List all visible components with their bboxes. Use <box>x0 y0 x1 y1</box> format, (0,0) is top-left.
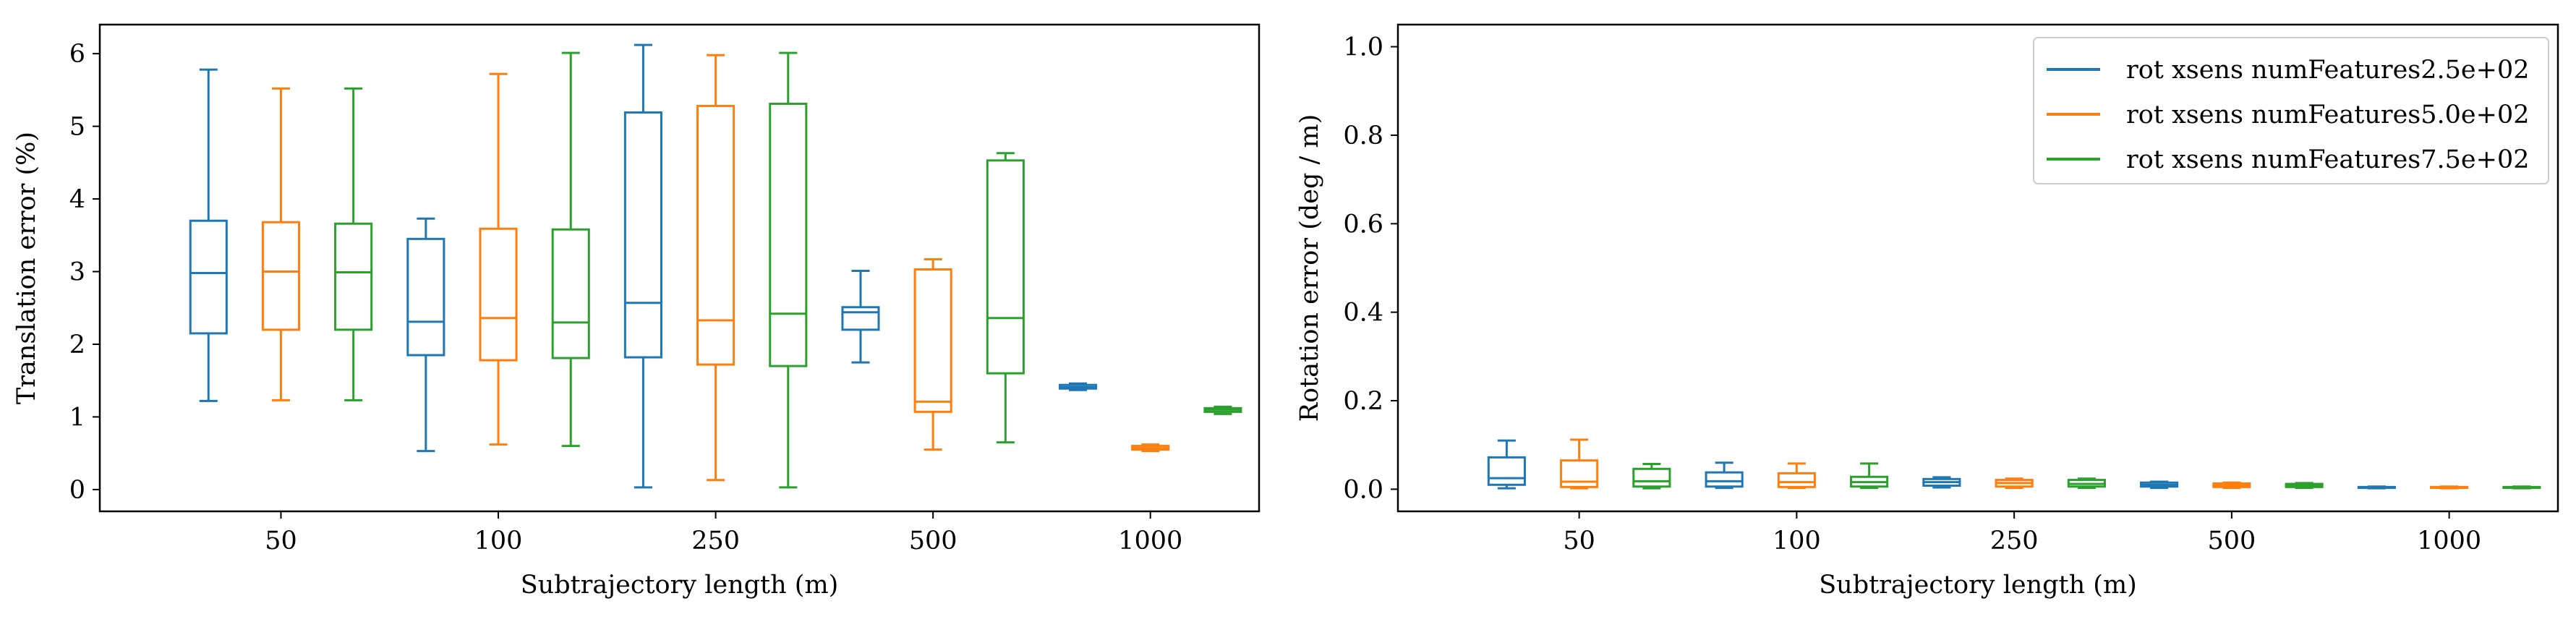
iqr-box <box>1777 472 1816 488</box>
iqr-box <box>479 227 518 362</box>
x-axis-label: Subtrajectory length (m) <box>521 571 839 600</box>
plot-frame <box>1396 23 2559 513</box>
box-50-series-3 <box>1632 463 1671 490</box>
iqr-box <box>406 237 445 357</box>
box-50-series-2 <box>261 87 301 401</box>
x-tick-label: 50 <box>265 527 297 555</box>
y-tick-label: 0.4 <box>1343 299 1383 328</box>
iqr-box <box>1705 471 1744 488</box>
iqr-box <box>1560 459 1599 488</box>
box-100-series-1 <box>406 217 445 453</box>
y-tick-label: 6 <box>69 40 85 69</box>
box-500-series-3 <box>986 152 1025 444</box>
box-500-series-1 <box>2140 480 2179 490</box>
y-tick-label: 0.0 <box>1343 475 1383 504</box>
box-500-series-2 <box>2212 481 2251 490</box>
iqr-box <box>1487 456 1526 486</box>
iqr-box <box>841 306 880 331</box>
iqr-box <box>986 159 1025 375</box>
iqr-box <box>769 102 808 367</box>
box-1000-series-3 <box>2502 485 2541 490</box>
box-500-series-3 <box>2285 482 2324 490</box>
x-tick-label: 50 <box>1563 527 1595 555</box>
box-1000-series-1 <box>2357 485 2396 490</box>
iqr-box <box>551 228 590 359</box>
box-100-series-2 <box>1777 462 1816 490</box>
legend-label: rot xsens numFeatures2.5e+02 <box>2126 56 2530 85</box>
x-axis-label: Subtrajectory length (m) <box>1819 571 2137 600</box>
plot-frame <box>98 23 1261 513</box>
box-500-series-1 <box>841 270 880 364</box>
y-tick-label: 1 <box>69 403 85 432</box>
y-axis-label: Rotation error (deg / m) <box>1295 114 1324 422</box>
box-100-series-2 <box>479 72 518 446</box>
box-50-series-1 <box>1487 439 1526 490</box>
legend: rot xsens numFeatures2.5e+02 rot xsens nu… <box>2033 37 2549 184</box>
box-100-series-3 <box>551 51 590 448</box>
box-250-series-2 <box>1995 477 2034 490</box>
legend-box <box>2033 37 2549 184</box>
box-1000-series-2 <box>1131 443 1170 453</box>
box-1000-series-2 <box>2430 485 2469 490</box>
box-1000-series-1 <box>1058 382 1098 391</box>
x-tick-label: 500 <box>909 527 958 555</box>
box-50-series-2 <box>1560 438 1599 490</box>
y-tick-label: 4 <box>69 185 85 214</box>
iqr-box <box>261 221 301 331</box>
y-tick-label: 0.8 <box>1343 122 1383 150</box>
box-250-series-1 <box>1922 476 1961 489</box>
legend-label: rot xsens numFeatures7.5e+02 <box>2126 145 2530 174</box>
x-tick-label: 1000 <box>1118 527 1182 555</box>
y-tick-label: 0 <box>69 476 85 505</box>
box-100-series-1 <box>1705 461 1744 490</box>
box-250-series-1 <box>623 43 662 489</box>
box-500-series-2 <box>913 257 952 451</box>
y-axis-label: Translation error (%) <box>12 132 41 404</box>
x-tick-label: 250 <box>1990 527 2039 555</box>
iqr-box <box>334 222 373 331</box>
rotation-error-panel: 50 100 250 500 1000 0.0 0.2 0.4 0.6 0.8 1.0 Subtraj… <box>1295 23 2559 600</box>
box-50-series-1 <box>189 68 228 402</box>
box-1000-series-3 <box>1203 405 1242 415</box>
x-tick-label: 250 <box>691 527 740 555</box>
box-250-series-3 <box>2067 477 2106 490</box>
iqr-box <box>189 219 228 335</box>
x-tick-label: 100 <box>474 527 523 555</box>
iqr-box <box>1632 467 1671 488</box>
iqr-box <box>913 268 952 413</box>
box-250-series-2 <box>696 54 735 482</box>
legend-label: rot xsens numFeatures5.0e+02 <box>2126 101 2530 129</box>
iqr-box <box>623 111 662 359</box>
y-tick-label: 1.0 <box>1343 33 1383 62</box>
x-tick-label: 100 <box>1773 527 1821 555</box>
y-tick-label: 0.6 <box>1343 210 1383 239</box>
translation-error-panel: 50 100 250 500 1000 0 1 2 3 4 5 6 Subtrajectory leng… <box>12 23 1261 600</box>
y-tick-label: 0.2 <box>1343 387 1383 416</box>
iqr-box <box>696 105 735 366</box>
y-tick-label: 2 <box>69 331 85 359</box>
box-250-series-3 <box>769 51 808 489</box>
y-tick-label: 3 <box>69 258 85 287</box>
x-tick-label: 1000 <box>2417 527 2481 555</box>
box-50-series-3 <box>334 87 373 401</box>
box-100-series-3 <box>1850 462 1889 490</box>
y-tick-label: 5 <box>69 113 85 142</box>
x-tick-label: 500 <box>2207 527 2256 555</box>
